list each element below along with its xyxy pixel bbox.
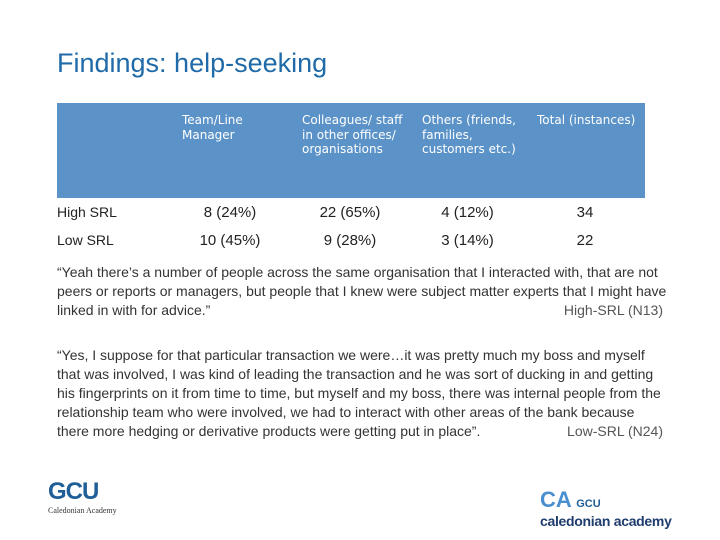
header-cell: Colleagues/ staff in other offices/ orga… (290, 103, 410, 198)
logo-text: Caledonian Academy (48, 506, 117, 515)
caledonian-academy-logo: CA GCU caledonian academy (540, 487, 700, 529)
table-cell: 22 (525, 226, 645, 254)
row-header: High SRL (57, 198, 170, 226)
table-body: High SRL 8 (24%) 22 (65%) 4 (12%) 34 Low SRL 1… (57, 198, 645, 254)
header-cell: Total (instances) (525, 103, 645, 198)
slide-title: Findings: help-seeking (57, 48, 328, 78)
table-cell: 4 (12%) (410, 198, 525, 226)
findings-table: Team/Line Manager Colleagues/ staff in o… (57, 103, 645, 254)
table-cell: 3 (14%) (410, 226, 525, 254)
header-row: Team/Line Manager Colleagues/ staff in o… (57, 103, 645, 198)
header-cell: Team/Line Manager (170, 103, 290, 198)
gcu-logo: GCU Caledonian Academy (48, 478, 118, 515)
table-cell: 9 (28%) (290, 226, 410, 254)
table-cell: 34 (525, 198, 645, 226)
table-cell: 22 (65%) (290, 198, 410, 226)
quote-attribution: Low-SRL (N24) (567, 423, 663, 439)
header-cell: Others (friends, families, customers etc… (410, 103, 525, 198)
table-cell: 10 (45%) (170, 226, 290, 254)
logo-text: GCU (576, 498, 601, 510)
logo-text: CA (540, 487, 572, 512)
quote: “Yes, I suppose for that particular tran… (57, 346, 667, 441)
row-header: Low SRL (57, 226, 170, 254)
quote-text: “Yeah there’s a number of people across … (57, 264, 667, 318)
header-cell (57, 103, 170, 198)
table-row: Low SRL 10 (45%) 9 (28%) 3 (14%) 22 (57, 226, 645, 254)
logo-text: caledonian academy (540, 513, 672, 529)
logo-text: GCU (48, 478, 99, 505)
quote-attribution: High-SRL (N13) (563, 302, 663, 318)
table-row: High SRL 8 (24%) 22 (65%) 4 (12%) 34 (57, 198, 645, 226)
table-cell: 8 (24%) (170, 198, 290, 226)
quote: “Yeah there’s a number of people across … (57, 263, 667, 320)
quote-text: “Yes, I suppose for that particular tran… (57, 347, 661, 439)
